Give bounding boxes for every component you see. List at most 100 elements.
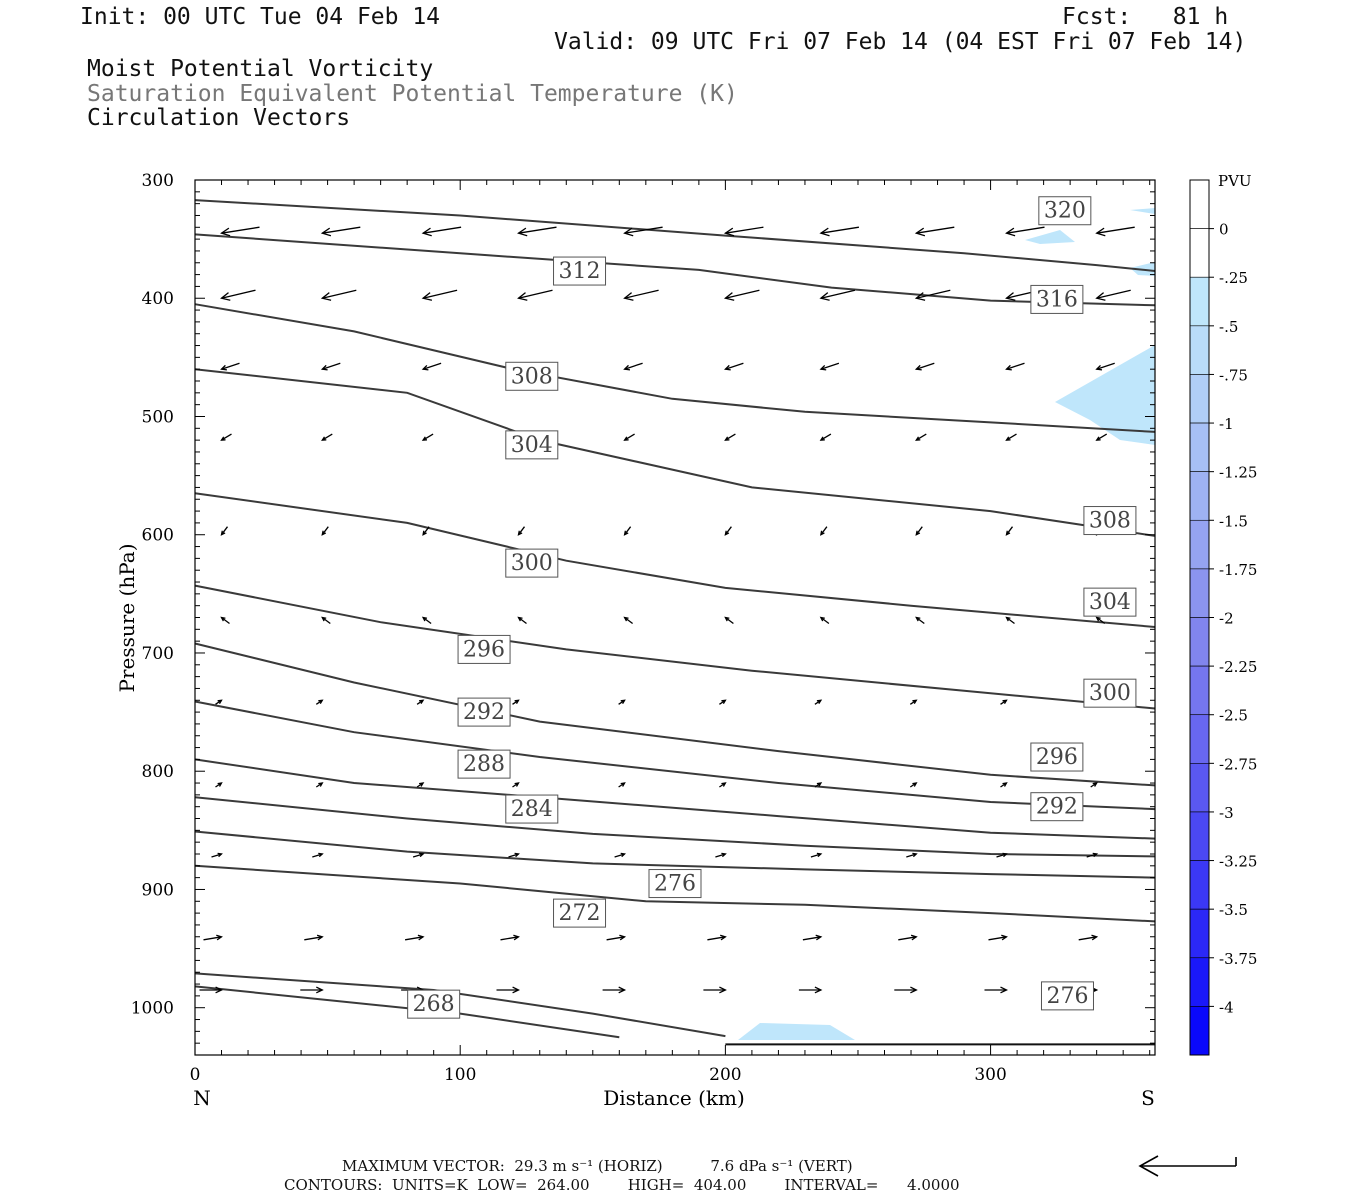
circulation-vector-head	[623, 436, 629, 441]
circulation-vector-head	[1005, 436, 1011, 441]
mpv-shaded-region	[1055, 345, 1155, 445]
colorbar-label: 0	[1219, 221, 1229, 239]
circulation-vector	[422, 289, 458, 299]
circulation-vector-head	[914, 227, 926, 237]
plot-axes: 0 100 200 300 300 400 500 600 700 800 900 1000	[131, 171, 1156, 1085]
valid-time: Valid: 09 UTC Fri 07 Feb 14 (04 EST Fri …	[554, 29, 1247, 55]
circulation-vector-head	[1005, 364, 1012, 371]
colorbar-label: -2	[1219, 610, 1234, 628]
circulation-vector-head	[816, 699, 823, 705]
circulation-vector-head	[819, 436, 825, 441]
contour-label-box	[457, 749, 511, 779]
colorbar-label: -1.5	[1219, 512, 1248, 530]
circulation-vector	[422, 433, 434, 441]
circulation-vector-head	[912, 852, 918, 858]
y-tick-label: 500	[142, 407, 174, 427]
x-tick-label: 300	[974, 1065, 1006, 1085]
contour-label: 276	[654, 872, 696, 897]
circulation-vector-head	[912, 699, 918, 705]
contour-label: 320	[1044, 199, 1086, 224]
circulation-vector-head	[422, 530, 427, 536]
contour-lines	[194, 199, 1156, 1046]
contour-label-box	[553, 898, 607, 928]
circulation-vector-head	[1095, 616, 1101, 622]
circulation-vector	[715, 853, 726, 858]
contour-label-box	[648, 869, 702, 899]
circulation-vector-head	[620, 782, 626, 787]
circulation-vector-head	[910, 986, 918, 994]
circulation-vector-head	[220, 292, 231, 301]
contour-label: 296	[1036, 745, 1078, 770]
circulation-vector	[1005, 526, 1014, 536]
colorbar-swatch	[1189, 519, 1210, 570]
colorbar-label: -.25	[1219, 269, 1248, 287]
circulation-vector-head	[620, 852, 627, 858]
contour-label: 276	[1046, 984, 1088, 1009]
circulation-vector	[725, 289, 760, 299]
circulation-vector-head	[1002, 852, 1008, 858]
circulation-vector	[221, 362, 240, 370]
circulation-vector-head	[316, 986, 324, 994]
forecast-hour: Fcst: 81 h	[1062, 4, 1229, 30]
circulation-vector	[996, 853, 1007, 858]
colorbar-label: -2.5	[1219, 707, 1248, 725]
colorbar-swatch	[1189, 325, 1210, 375]
circulation-vector-head	[912, 782, 918, 787]
circulation-vector-head	[217, 852, 223, 858]
circulation-vector-head	[417, 934, 425, 941]
circulation-vector	[802, 936, 822, 941]
circulation-vector	[221, 226, 260, 234]
circulation-vector	[624, 526, 632, 536]
circulation-vector	[1078, 936, 1097, 941]
colorbar-label: -1.25	[1219, 464, 1257, 482]
circulation-vector	[624, 616, 633, 625]
colorbar-swatch	[1189, 568, 1210, 618]
reference-vector-arrow	[1138, 1155, 1237, 1177]
circulation-vector	[916, 362, 935, 370]
colorbar-swatch	[1189, 228, 1210, 278]
circulation-vectors	[199, 226, 1135, 994]
colorbar-swatch	[1189, 665, 1210, 716]
colorbar-label: -1.75	[1219, 561, 1257, 579]
contour-label-box	[505, 361, 559, 391]
contour-line-280	[194, 830, 1156, 879]
circulation-vector	[211, 853, 222, 858]
colorbar-swatch	[1189, 422, 1210, 472]
circulation-vector	[422, 362, 442, 370]
contour-label-box	[407, 989, 461, 1019]
north-end-label: N	[193, 1086, 211, 1110]
circulation-vector	[221, 433, 232, 441]
init-time: Init: 00 UTC Tue 04 Feb 14	[80, 4, 441, 30]
circulation-vector-head	[1002, 699, 1008, 705]
circulation-vector	[725, 226, 764, 234]
contour-label: 292	[1036, 795, 1078, 820]
contour-label-box	[1030, 742, 1084, 772]
circulation-vector	[820, 362, 840, 370]
circulation-vector	[1096, 226, 1135, 234]
field-title-thetae: Saturation Equivalent Potential Temperat…	[87, 81, 738, 107]
colorbar-label: -4	[1219, 998, 1234, 1016]
circulation-vector-head	[724, 616, 730, 622]
circulation-vector-head	[419, 852, 425, 858]
contour-line-296	[194, 642, 1156, 787]
circulation-vector	[725, 433, 736, 441]
circulation-vector-head	[321, 436, 327, 441]
y-tick-label: 700	[142, 644, 174, 664]
colorbar-swatch	[1189, 860, 1210, 910]
circulation-vector-head	[220, 616, 226, 622]
plot-frame	[194, 179, 1156, 1056]
contour-label-box	[1040, 981, 1094, 1011]
mpv-shading	[738, 208, 1155, 1040]
circulation-vector-head	[217, 699, 223, 705]
circulation-vector-head	[421, 292, 433, 301]
circulation-vector	[517, 526, 526, 536]
circulation-vector-head	[914, 364, 922, 371]
circulation-vector-head	[514, 782, 520, 787]
circulation-vector	[707, 936, 726, 941]
contour-line-312	[194, 303, 1156, 433]
circulation-vector	[916, 289, 951, 299]
circulation-vector-head	[321, 616, 327, 622]
colorbar-label: -.75	[1219, 366, 1248, 384]
circulation-vector	[518, 616, 527, 625]
circulation-vector-head	[1005, 292, 1016, 301]
